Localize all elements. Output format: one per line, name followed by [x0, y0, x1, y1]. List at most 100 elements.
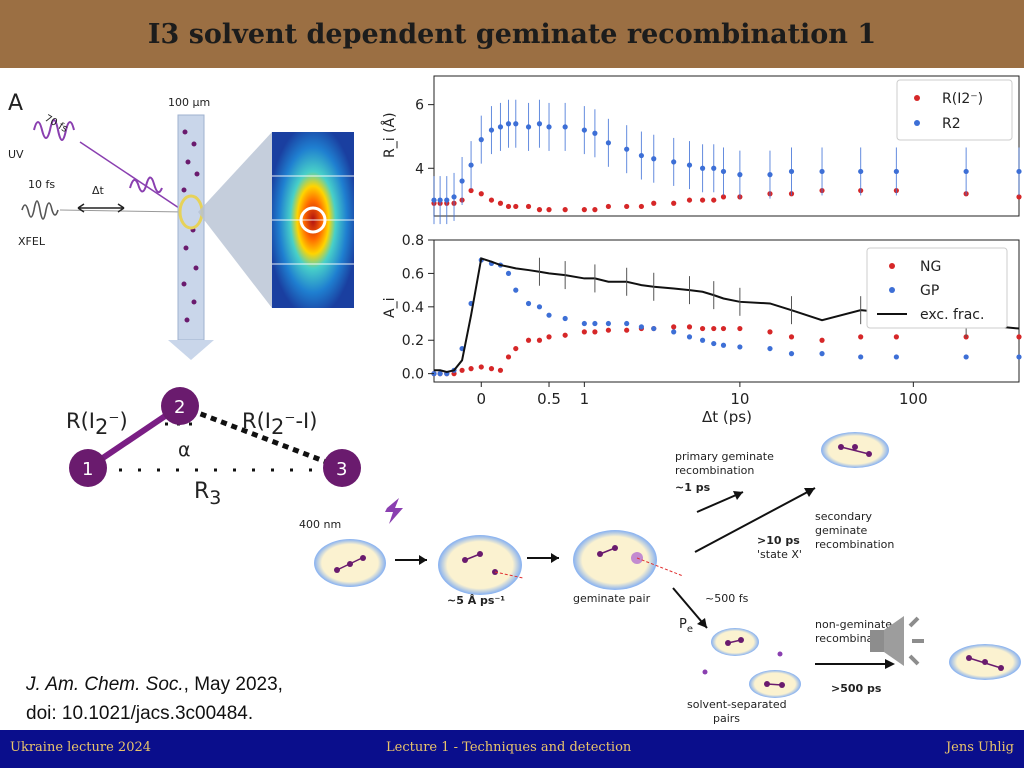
chart-bottom-xlabel: Δt (ps): [702, 408, 752, 426]
chart-top-point-red: [624, 203, 630, 210]
uv-pulse-2-icon: [129, 176, 163, 194]
chart-top-point-blue: [788, 168, 795, 175]
chart-bottom-ytick-label: 0.2: [402, 333, 424, 349]
primary-time: ~1 ps: [675, 481, 711, 494]
chart-top-point-red: [581, 207, 587, 213]
chart-top-point-red: [605, 203, 612, 210]
secondary-line3: recombination: [815, 538, 894, 551]
chart-bottom-point-red: [671, 324, 677, 330]
chart-bottom-point-blue: [858, 354, 864, 360]
chart-top-ytick-label: 4: [415, 161, 424, 177]
reaction-scheme: 400 nm ~5 Å ps⁻¹ geminate pair primary g…: [299, 432, 1021, 725]
legend-bottom-label-3: exc. frac.: [920, 307, 984, 323]
lightning-icon: [385, 498, 403, 524]
chart-top-point-red: [536, 207, 543, 213]
chart-bottom-point-red: [536, 337, 543, 343]
chart-bottom-point-blue: [638, 324, 645, 330]
citation: J. Am. Chem. Soc., May 2023, doi: 10.102…: [26, 670, 283, 728]
chart-bottom-point-blue: [592, 320, 598, 327]
footer-left: Ukraine lecture 2024: [10, 740, 152, 755]
xfel-label: XFEL: [18, 235, 46, 248]
nongeminate-line1: non-geminate: [815, 618, 892, 631]
speaker-icon[interactable]: [868, 612, 928, 672]
ssp-line2: pairs: [713, 712, 740, 725]
chart-bottom-point-blue: [699, 337, 706, 343]
chart-bottom-point-red: [478, 364, 484, 370]
atom-1: [69, 449, 107, 487]
chart-bottom-point-red: [858, 334, 864, 340]
r3-label: R3: [194, 479, 221, 509]
chart-bottom-xtick-label: 100: [899, 390, 928, 408]
chart-top-point-blue: [624, 146, 630, 152]
citation-date: , May 2023,: [183, 674, 283, 695]
atom-2-label: 2: [174, 397, 185, 418]
chart-top-point-blue: [562, 124, 568, 130]
xfel-duration: 10 fs: [28, 178, 55, 191]
legend-bottom-label-1: NG: [920, 259, 941, 275]
angle-label: α: [178, 439, 191, 461]
legend-top-marker-2: [914, 120, 920, 126]
chart-bottom-point-red: [605, 327, 612, 333]
chart-bottom-point-red: [562, 332, 568, 338]
detector-center: [299, 206, 327, 234]
primary-arrow-icon: [733, 491, 743, 500]
slide-title: I3 solvent dependent geminate recombinat…: [147, 18, 877, 50]
atom-3-label: 3: [336, 459, 347, 480]
chart-top-point-blue: [720, 168, 727, 175]
legend-top-marker-1: [914, 95, 920, 101]
chart-bottom-point-blue: [711, 340, 717, 347]
uv-label: UV: [8, 148, 24, 161]
chart-top-point-red: [651, 200, 657, 206]
chart-top-point-red: [686, 197, 693, 203]
bond-2-3: [179, 403, 343, 471]
chart-top-point-blue: [767, 172, 773, 178]
chart-top-point-blue: [737, 172, 743, 178]
chart-top-point-blue: [819, 168, 825, 175]
chart-top-ylabel: R_i (Å): [381, 112, 398, 158]
chart-top-point-red: [562, 207, 568, 213]
chart-top-point-red: [468, 187, 474, 194]
chart-bottom-point-red: [699, 325, 706, 332]
chart-top-point-blue: [451, 194, 457, 200]
chart-bottom-point-red: [720, 325, 727, 332]
chart-top-point-red: [546, 207, 552, 213]
chart-top-point-blue: [1016, 168, 1022, 175]
chart-bottom-point-red: [737, 325, 743, 332]
chart-top-point-red: [525, 203, 532, 210]
legend-bottom-marker-1: [889, 263, 895, 269]
chart-bottom-point-red: [513, 345, 519, 352]
xfel-beam: [59, 209, 186, 213]
chart-top-point-blue: [444, 197, 450, 203]
chart-bottom-point-red: [525, 337, 532, 343]
chart-bottom-point-blue: [624, 320, 630, 327]
chart-bottom-point-red: [581, 329, 587, 335]
chart-top-ytick-label: 6: [415, 98, 424, 114]
chart-top-point-blue: [963, 168, 969, 175]
chart-bottom-point-red: [488, 366, 495, 372]
chart-top-point-red: [497, 200, 504, 206]
chart-top-point-blue: [497, 124, 504, 130]
detector-grid: [272, 175, 354, 265]
chart-bottom-point-red: [546, 334, 552, 340]
chart-top-point-blue: [546, 124, 552, 130]
chart-top-point-blue: [893, 168, 899, 175]
chart-bottom-xtick-label: 10: [730, 390, 749, 408]
chart-bottom-point-red: [505, 354, 512, 360]
footer-right: Jens Uhlig: [945, 740, 1014, 755]
chart-bottom-point-red: [497, 367, 504, 373]
chart-bottom-point-blue: [686, 334, 693, 340]
chart-bottom-point-blue: [671, 329, 677, 335]
secondary-arrow-icon: [804, 488, 815, 497]
chart-bottom-point-blue: [546, 312, 552, 318]
legend-top-label-2: R2: [942, 116, 961, 132]
chart-bottom-xtick-label: 1: [580, 390, 590, 408]
primary-line1: primary geminate: [675, 450, 774, 463]
molecule-diagram: 1 2 3 R(I2⁻) R(I2⁻-I) α R3: [66, 387, 361, 509]
chart-top-point-red: [488, 197, 495, 203]
chart-top-point-blue: [513, 121, 519, 127]
jet-width-label: 100 μm: [168, 96, 210, 109]
atom-2: [161, 387, 199, 425]
chart-bottom-point-red: [1016, 334, 1022, 340]
chart-top-point-red: [638, 203, 645, 210]
chart-bottom-point-blue: [536, 304, 543, 310]
